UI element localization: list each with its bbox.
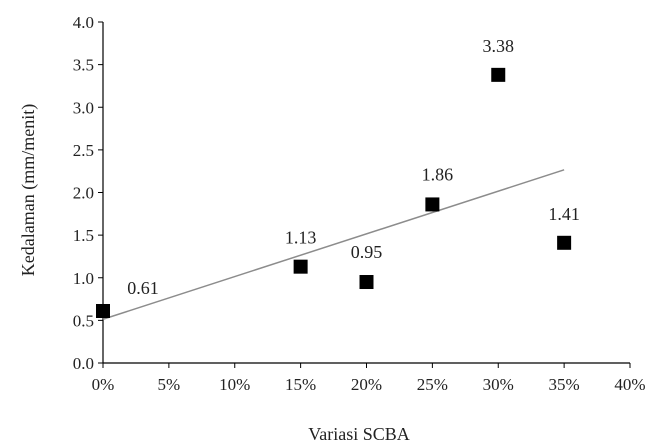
y-axis-title: Kedalaman (mm/menit) (18, 104, 39, 276)
axes (102, 22, 630, 364)
y-tick-label: 3.0 (73, 98, 94, 117)
y-tick-label: 1.5 (73, 226, 94, 245)
trendline (102, 169, 565, 320)
data-label: 0.95 (351, 242, 383, 262)
trendline-group (102, 169, 565, 320)
x-tick-label: 35% (549, 375, 580, 394)
data-point (425, 197, 440, 212)
y-tick-label: 4.0 (73, 13, 94, 32)
data-point (293, 259, 308, 274)
x-tick-label: 15% (285, 375, 316, 394)
data-point (359, 275, 374, 290)
data-point (557, 235, 572, 250)
y-tick-label: 1.0 (73, 269, 94, 288)
y-tick-label: 3.5 (73, 56, 94, 75)
y-tick-label: 0.0 (73, 354, 94, 373)
y-tick-label: 2.5 (73, 141, 94, 160)
data-label: 1.86 (422, 164, 454, 184)
y-tick-label: 0.5 (73, 311, 94, 330)
data-points (96, 67, 572, 318)
x-tick-label: 0% (92, 375, 115, 394)
ticks: 0.0 0.5 1.0 1.5 2.0 2.5 3.0 3.5 4.0 0% 5% 10% 15% 20%… (73, 13, 646, 394)
x-tick-label: 20% (351, 375, 382, 394)
x-tick-label: 30% (483, 375, 514, 394)
x-tick-label: 25% (417, 375, 448, 394)
y-tick-label: 2.0 (73, 184, 94, 203)
x-tick-label: 10% (219, 375, 250, 394)
data-point (491, 67, 506, 82)
x-tick-label: 40% (614, 375, 645, 394)
data-label: 1.41 (548, 204, 580, 224)
data-label: 3.38 (483, 36, 515, 56)
data-label: 1.13 (285, 228, 317, 248)
x-tick-label: 5% (158, 375, 181, 394)
x-axis-title: Variasi SCBA (308, 424, 410, 444)
data-label: 0.61 (127, 278, 159, 298)
data-labels: 0.61 1.13 0.95 1.86 3.38 1.41 (127, 36, 580, 298)
data-point (96, 303, 110, 318)
